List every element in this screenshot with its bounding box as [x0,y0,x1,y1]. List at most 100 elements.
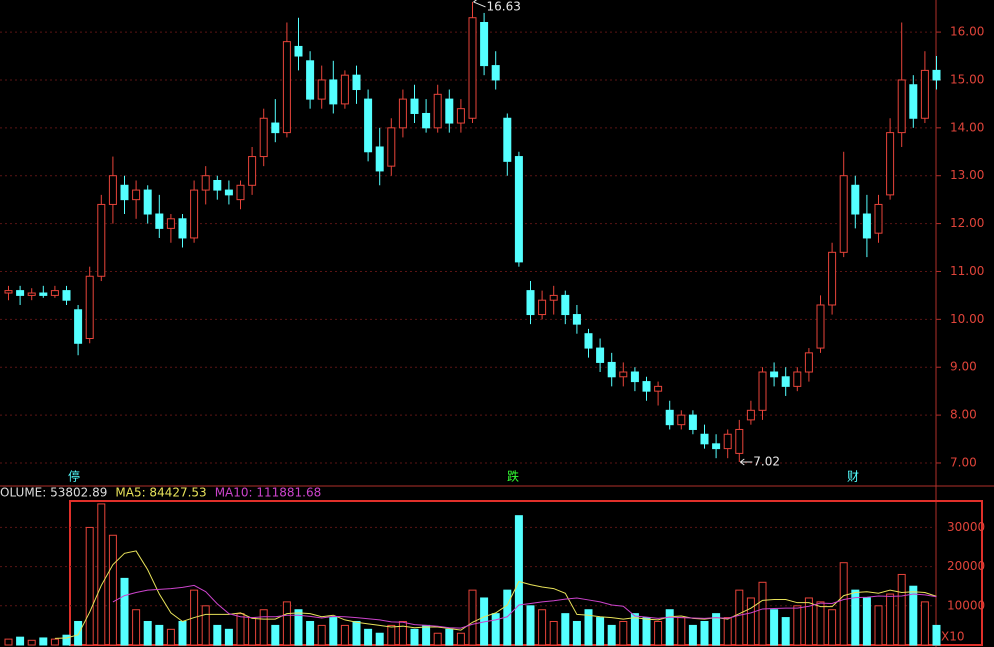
y-tick-label: 15.00 [950,72,984,86]
min-arrow [740,458,753,466]
candle-body [387,127,396,167]
candle-body [665,409,674,426]
candle-body [422,112,431,129]
volume-bar [248,617,257,646]
y-tick-label: 13.00 [950,168,984,182]
candle-body [317,79,326,100]
candle-body [712,443,721,450]
volume-bar [178,620,187,646]
candle-body [549,294,558,301]
volume-bar [224,628,233,646]
volume-bar [62,634,71,646]
candle-body [839,175,848,253]
candle-body [538,299,547,316]
candle-body [155,213,164,229]
candle-body [352,74,361,91]
volume-bar [340,624,349,646]
volume-bar [306,620,315,646]
volume-bar [596,617,605,646]
volume-bar [758,581,767,646]
candle-body [4,290,13,294]
volume-bar [329,617,338,646]
max-label: 16.63 [487,0,521,13]
volume-bar [271,624,280,646]
volume-bar [16,636,25,646]
candle-body [410,98,419,114]
candle-body [294,45,303,57]
candle-body [630,371,639,383]
volume-bar [526,605,535,646]
candle-body [398,98,407,129]
candle-body [201,175,210,191]
min-label: 7.02 [753,455,780,469]
volume-bar [572,620,581,646]
volume-bar [654,620,663,646]
legend-entry: OLUME: 53802.89 [0,486,107,500]
volume-bar [642,617,651,646]
volume-bar [120,577,129,646]
candle-body [758,371,767,411]
y-tick-label: 14.00 [950,120,984,134]
candle-body [282,41,291,134]
candle-body [619,371,628,378]
candle-body [340,74,349,105]
candle-body [329,79,338,105]
legend-entry: MA5: 84427.53 [115,486,206,500]
candle-body [132,189,141,201]
volume-bar [851,589,860,646]
candle-body [746,409,755,421]
volume-bar [398,620,407,646]
candle-body [85,275,94,339]
candle-body [433,93,442,129]
volume-bar [97,503,106,646]
candle-body [572,314,581,325]
candle-body [688,414,697,430]
candle-body [607,361,616,378]
y-tick-label: 16.00 [950,25,984,39]
y-tick-label: 10.00 [950,312,984,326]
candle-body [39,292,48,296]
volume-bar [723,617,732,646]
candle-body [677,414,686,426]
candle-body [851,184,860,215]
volume-bar [143,620,152,646]
candle-body [27,292,36,296]
volume-bar [886,593,895,646]
volume-bar [364,628,373,646]
candle-body [224,189,233,196]
candle-body [120,184,129,201]
candle-body [213,179,222,191]
volume-bar [201,605,210,646]
volume-bar [735,589,744,646]
volume-bar [352,620,361,646]
candle-body [491,65,500,81]
volume-bar [50,638,59,646]
volume-bar [770,609,779,646]
candle-body [932,69,941,81]
candle-body [178,218,187,239]
candle-body [166,218,175,229]
volume-bar [920,601,929,646]
candle-body [143,189,152,215]
candle-body [514,156,523,263]
candle-body [700,433,709,445]
candle-body [62,290,71,301]
volume-bar [897,573,906,646]
volume-bar [816,601,825,646]
ma-line [112,584,937,629]
volume-bar [456,632,465,646]
volume-bar [514,515,523,646]
volume-bar [862,597,871,646]
y-tick-label: 20000 [947,559,985,573]
volume-bar [746,597,755,646]
candle-body [920,69,929,119]
candle-body [793,371,802,387]
volume-bar [213,624,222,646]
candle-body [596,347,605,363]
candle-body [364,98,373,153]
volume-bar [132,609,141,646]
volume-bar [74,620,83,646]
candle-body [654,385,663,392]
volume-bar [712,613,721,646]
